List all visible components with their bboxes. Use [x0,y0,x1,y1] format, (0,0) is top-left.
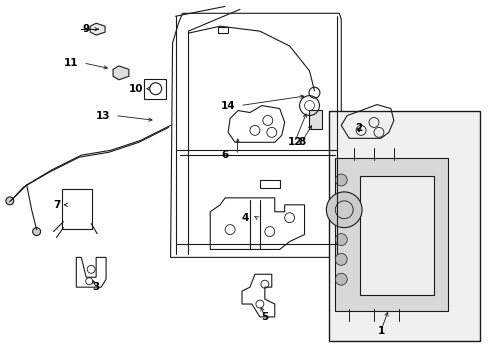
Text: 8: 8 [297,137,305,147]
Circle shape [335,234,346,246]
Polygon shape [90,23,105,35]
Text: 11: 11 [64,58,79,68]
FancyBboxPatch shape [359,176,433,295]
Text: 14: 14 [221,100,235,111]
FancyBboxPatch shape [335,158,447,311]
Circle shape [325,192,361,228]
Text: 6: 6 [221,150,228,160]
FancyBboxPatch shape [308,109,322,129]
Text: 1: 1 [377,326,384,336]
Text: 5: 5 [261,312,268,322]
Text: 4: 4 [241,213,248,223]
Circle shape [335,273,346,285]
Circle shape [335,194,346,206]
Text: 2: 2 [355,123,362,134]
Text: 3: 3 [92,282,100,292]
Circle shape [33,228,41,235]
Circle shape [335,253,346,265]
Text: 12: 12 [287,137,301,147]
Text: 7: 7 [53,200,60,210]
Text: 10: 10 [128,84,143,94]
Polygon shape [113,66,129,80]
Circle shape [335,214,346,226]
Text: 9: 9 [82,24,90,34]
Text: 13: 13 [96,111,110,121]
Bar [328,111,479,341]
Circle shape [6,197,14,205]
Circle shape [335,174,346,186]
